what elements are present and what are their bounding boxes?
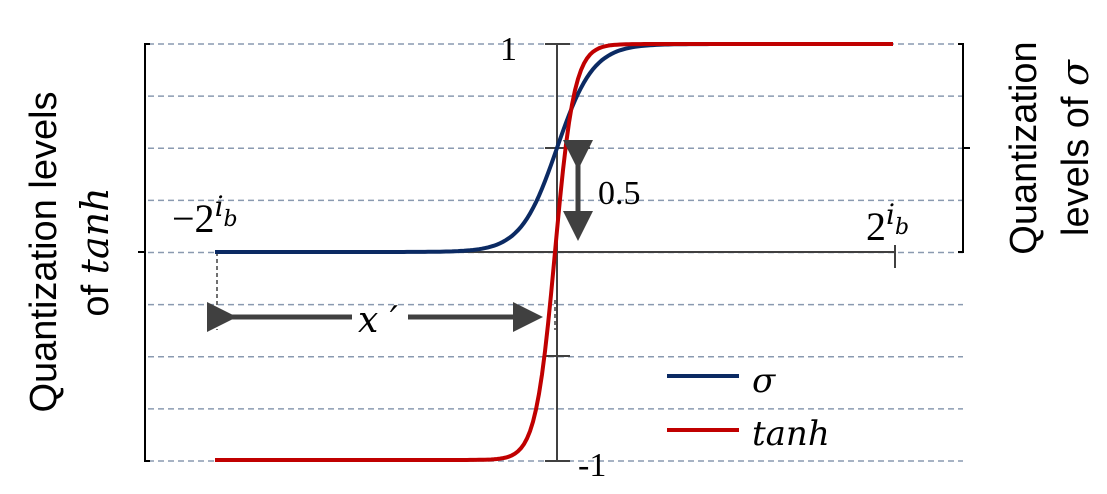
svg-text:Quantization: Quantization xyxy=(1003,41,1045,254)
svg-text:levels of σ: levels of σ xyxy=(1053,59,1097,236)
right-axis-label: Quantization levels of σ xyxy=(1003,41,1097,254)
left-axis-label: Quantization levels of tanh xyxy=(23,91,117,412)
x-left-label: −2ib xyxy=(172,190,238,241)
half-label: 0.5 xyxy=(598,175,641,212)
tanh-levels-bracket xyxy=(138,43,150,462)
x-right-label: 2ib xyxy=(866,198,909,249)
svg-text:of tanh: of tanh xyxy=(73,187,117,316)
y-bottom-label: -1 xyxy=(578,447,606,484)
sigma-levels-bracket xyxy=(958,43,970,253)
legend-sigma-label: σ xyxy=(752,361,776,401)
svg-text:Quantization levels: Quantization levels xyxy=(23,91,65,412)
y-top-label: 1 xyxy=(500,31,517,68)
legend: σ tanh xyxy=(667,361,830,454)
legend-tanh-label: tanh xyxy=(752,414,830,454)
tanh-curve xyxy=(215,42,893,462)
x-prime-label: x ′ xyxy=(358,300,398,341)
